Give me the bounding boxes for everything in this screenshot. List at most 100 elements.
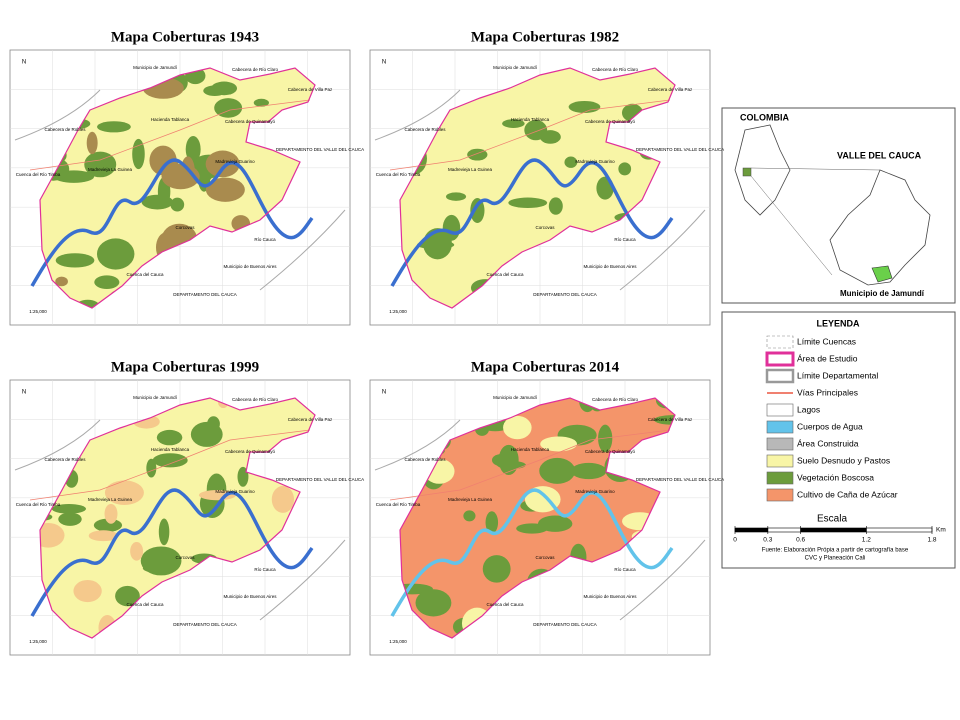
place-label: Cabecera de Villa Paz <box>288 417 333 422</box>
study-area <box>400 398 675 638</box>
legend-title: LEYENDA <box>816 318 860 328</box>
map-panel: N Municipio de Jamundí Cabecera de Río Cla… <box>369 49 724 326</box>
road <box>389 429 671 501</box>
scale-unit: Km <box>936 527 946 534</box>
cover-patch <box>152 453 188 468</box>
scale-title: Escala <box>817 514 847 525</box>
place-label: Cuenca del Río Timba <box>376 502 421 507</box>
north-arrow: N <box>382 60 386 66</box>
cover-patch <box>445 192 467 201</box>
map-title: Mapa Coberturas 1982 <box>471 29 619 45</box>
cover-patch <box>596 176 614 200</box>
place-label: Municipio de Jamundí <box>133 65 178 70</box>
cover-patch <box>130 541 144 561</box>
cover-patch <box>58 512 82 526</box>
place-label: Río Cauca <box>614 567 636 572</box>
place-label: Madrevieja Guarino <box>215 489 255 494</box>
place-label: Cabecera de Quinamayó <box>225 449 276 454</box>
study-boundary <box>39 67 316 309</box>
study-area <box>400 68 675 308</box>
legend-symbol <box>766 420 794 434</box>
place-label: DEPARTAMENTO DEL CAUCA <box>533 622 597 627</box>
cover-patch <box>503 415 532 440</box>
road <box>29 99 311 171</box>
cover-patch <box>654 415 675 425</box>
place-label: Cabecera de Villa Paz <box>288 87 333 92</box>
river <box>390 488 674 617</box>
place-label: Municipio de Jamundí <box>493 395 538 400</box>
place-label: Madrevieja Guarino <box>575 159 615 164</box>
map-title: Mapa Coberturas 2014 <box>471 359 620 375</box>
legend-label: Vegetación Boscosa <box>797 472 874 482</box>
cover-patch <box>93 518 123 532</box>
place-label: Hacienda Tablanca <box>151 447 190 452</box>
place-label: 1:25,000 <box>389 309 407 314</box>
cover-patch <box>190 421 223 447</box>
cover-patch <box>94 275 120 290</box>
cover-patch <box>540 436 578 452</box>
cover-patch <box>568 100 601 114</box>
place-label: Cabecera de Río Claro <box>232 397 279 402</box>
cover-patch <box>470 197 485 224</box>
legend-label: Vías Principales <box>797 387 858 397</box>
place-label: Corcovas <box>175 555 195 560</box>
scale-label: 0.6 <box>796 537 805 544</box>
place-label: Cabecera de Robles <box>44 457 86 462</box>
place-label: DEPARTAMENTO DEL VALLE DEL CAUCA <box>636 147 724 152</box>
study-area <box>40 398 315 638</box>
place-label: 1:25,000 <box>29 639 47 644</box>
inset-municipality: Municipio de Jamundí <box>840 289 925 298</box>
study-boundary <box>399 67 676 309</box>
road <box>29 429 311 501</box>
place-label: Hacienda Tablanca <box>511 447 550 452</box>
place-label: Madrevieja La Guinea <box>448 497 493 502</box>
scale-label: 0 <box>733 537 737 544</box>
place-label: Madrevieja La Guinea <box>88 497 133 502</box>
place-label: Cabecera de Río Claro <box>592 397 639 402</box>
map-title: Mapa Coberturas 1943 <box>111 29 259 45</box>
place-label: Río Cauca <box>614 237 636 242</box>
place-label: Municipio de Buenos Aires <box>583 594 637 599</box>
cover-patch <box>539 130 561 144</box>
cover-patch <box>482 555 511 583</box>
place-label: Municipio de Buenos Aires <box>223 264 277 269</box>
cover-patch <box>502 119 525 128</box>
valle-outline <box>829 169 931 286</box>
place-label: Cuenca del Cauca <box>126 272 164 277</box>
place-label: Cabecera de Quinamayó <box>225 119 276 124</box>
cover-patch <box>508 197 548 209</box>
cover-patch <box>51 504 87 514</box>
legend-label: Cuerpos de Agua <box>797 421 863 431</box>
cover-patch <box>198 490 236 501</box>
connector <box>750 167 881 171</box>
place-label: Municipio de Jamundí <box>133 395 178 400</box>
cover-patch <box>539 457 576 484</box>
road <box>389 99 671 171</box>
basin-limit <box>374 419 706 621</box>
scale-label: 1.8 <box>927 537 936 544</box>
valle-small <box>742 167 752 177</box>
cover-patch <box>86 131 98 155</box>
place-label: 1:25,000 <box>389 639 407 644</box>
cover-patch <box>185 136 201 163</box>
place-label: Río Cauca <box>254 567 276 572</box>
legend-label: Área Construida <box>797 438 859 448</box>
place-label: Cuenca del Cauca <box>486 272 524 277</box>
legend-label: Lagos <box>797 404 820 414</box>
north-arrow: N <box>22 60 26 66</box>
scale-label: 0.3 <box>763 537 772 544</box>
cover-patch <box>205 150 240 178</box>
cover-patch <box>104 480 144 505</box>
place-label: Cuenca del Río Timba <box>16 502 61 507</box>
cover-patch <box>570 462 607 480</box>
place-label: Río Cauca <box>254 237 276 242</box>
cover-patch <box>142 563 178 574</box>
cover-patch <box>115 585 140 607</box>
cover-patch <box>170 197 185 212</box>
place-label: Hacienda Tablanca <box>511 117 550 122</box>
cover-patch <box>485 511 499 534</box>
place-label: Municipio de Buenos Aires <box>223 594 277 599</box>
place-label: Cuenca del Cauca <box>486 602 524 607</box>
cover-patch <box>463 510 476 522</box>
